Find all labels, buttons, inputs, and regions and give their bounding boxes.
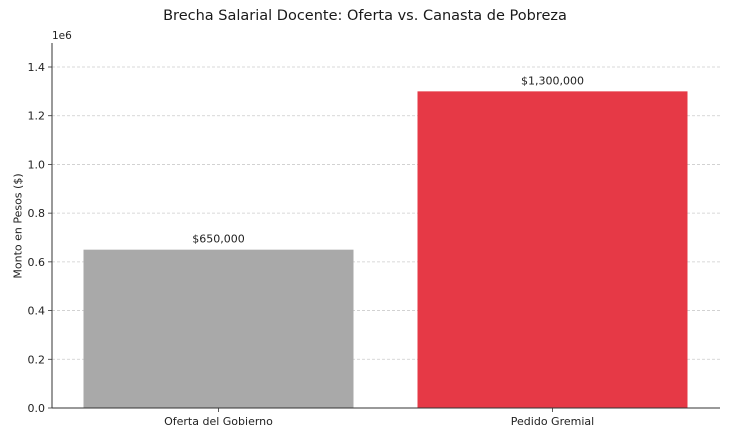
bar-value-label: $1,300,000 [521,74,584,87]
x-tick-label: Oferta del Gobierno [164,415,273,428]
bar-1 [83,249,354,408]
y-tick-label: 1.2 [28,110,46,123]
x-tick-label: Pedido Gremial [511,415,594,428]
y-axis-offset-label: 1e6 [52,30,72,42]
y-tick-label: 0.4 [28,305,46,318]
y-tick-label: 0.6 [28,256,46,269]
chart-title: Brecha Salarial Docente: Oferta vs. Cana… [163,8,567,24]
bar-value-label: $650,000 [192,233,245,246]
y-tick-label: 1.4 [28,61,46,74]
y-tick-label: 0.2 [28,353,46,366]
y-tick-label: 1.0 [28,158,46,171]
bar-2 [417,91,688,408]
y-tick-label: 0.0 [28,402,46,415]
y-tick-label: 0.8 [28,207,46,220]
